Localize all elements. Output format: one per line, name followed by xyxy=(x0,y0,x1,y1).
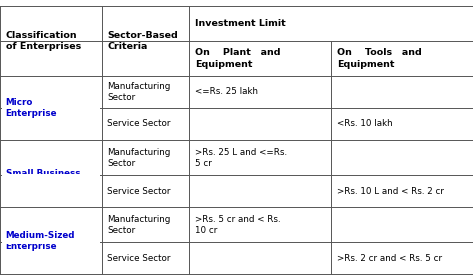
Text: Investment Limit: Investment Limit xyxy=(195,19,285,28)
Text: Service Sector: Service Sector xyxy=(107,187,171,196)
Text: Manufacturing
Sector: Manufacturing Sector xyxy=(107,148,171,168)
Text: Small Business: Small Business xyxy=(6,169,80,178)
Text: Manufacturing
Sector: Manufacturing Sector xyxy=(107,82,171,102)
Bar xyxy=(1,174,100,176)
Bar xyxy=(1,241,100,244)
Text: <Rs. 10 lakh: <Rs. 10 lakh xyxy=(337,120,392,129)
Text: Service Sector: Service Sector xyxy=(107,254,171,263)
Text: Micro
Enterprise: Micro Enterprise xyxy=(6,98,57,118)
Text: >Rs. 2 cr and < Rs. 5 cr: >Rs. 2 cr and < Rs. 5 cr xyxy=(337,254,442,263)
Text: Manufacturing
Sector: Manufacturing Sector xyxy=(107,215,171,235)
Text: >Rs. 5 cr and < Rs.
10 cr: >Rs. 5 cr and < Rs. 10 cr xyxy=(195,215,281,235)
Text: <=Rs. 25 lakh: <=Rs. 25 lakh xyxy=(195,87,258,96)
Text: >Rs. 10 L and < Rs. 2 cr: >Rs. 10 L and < Rs. 2 cr xyxy=(337,187,444,196)
Text: Medium-Sized
Enterprise: Medium-Sized Enterprise xyxy=(6,230,75,251)
Text: On    Tools   and
Equipment: On Tools and Equipment xyxy=(337,48,421,69)
Text: Sector-Based
Criteria: Sector-Based Criteria xyxy=(107,31,178,51)
Text: >Rs. 25 L and <=Rs.
5 cr: >Rs. 25 L and <=Rs. 5 cr xyxy=(195,148,287,168)
Text: Service Sector: Service Sector xyxy=(107,120,171,129)
Text: On    Plant   and
Equipment: On Plant and Equipment xyxy=(195,48,280,69)
Bar xyxy=(1,106,100,109)
Text: Classification
of Enterprises: Classification of Enterprises xyxy=(6,31,81,51)
